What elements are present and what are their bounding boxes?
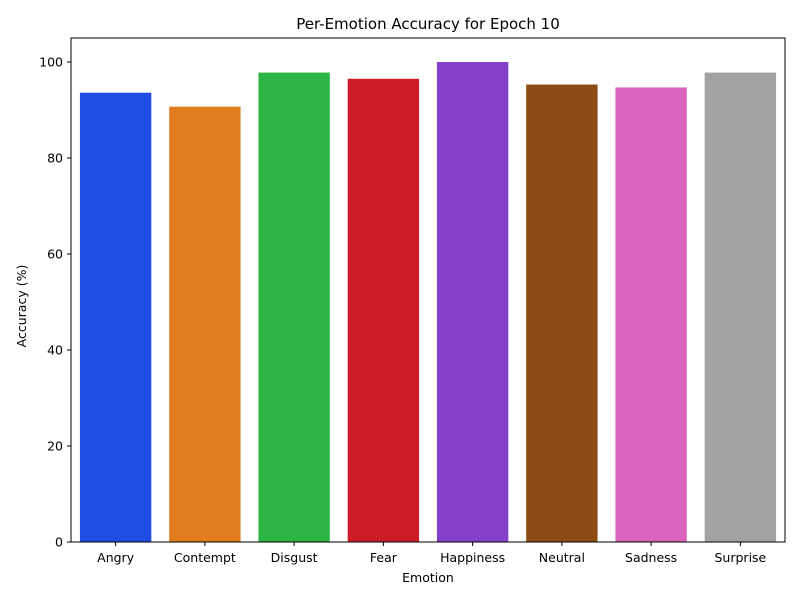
x-tick-label: Surprise	[715, 550, 767, 565]
bar-angry	[79, 92, 152, 542]
x-axis-label: Emotion	[402, 570, 454, 585]
x-axis-ticks: Angry Contempt Disgust Fear Happiness Neutral…	[97, 542, 767, 565]
y-tick-label: 80	[47, 151, 63, 166]
x-tick-label: Happiness	[440, 550, 505, 565]
bars-group	[79, 62, 777, 543]
x-tick-label: Fear	[370, 550, 398, 565]
y-tick-label: 0	[55, 535, 63, 550]
y-tick-label: 60	[47, 247, 63, 262]
bar-fear	[347, 78, 420, 543]
x-tick-label: Neutral	[539, 550, 585, 565]
y-axis-label: Accuracy (%)	[14, 265, 29, 348]
y-tick-label: 20	[47, 439, 63, 454]
chart-title: Per-Emotion Accuracy for Epoch 10	[296, 15, 560, 33]
bar-contempt	[169, 106, 241, 542]
bar-disgust	[258, 72, 330, 542]
bar-happiness	[436, 62, 509, 542]
plot-frame	[70, 37, 786, 543]
bar-neutral	[526, 84, 598, 542]
bar-sadness	[615, 87, 687, 542]
x-tick-label: Disgust	[271, 550, 318, 565]
bar-surprise	[704, 72, 777, 542]
x-tick-label: Angry	[97, 550, 135, 565]
y-tick-label: 100	[39, 55, 63, 70]
x-tick-label: Contempt	[174, 550, 236, 565]
x-tick-label: Sadness	[625, 550, 677, 565]
y-axis-ticks: 0 20 40 60 80 100	[39, 55, 71, 550]
y-tick-label: 40	[47, 343, 63, 358]
